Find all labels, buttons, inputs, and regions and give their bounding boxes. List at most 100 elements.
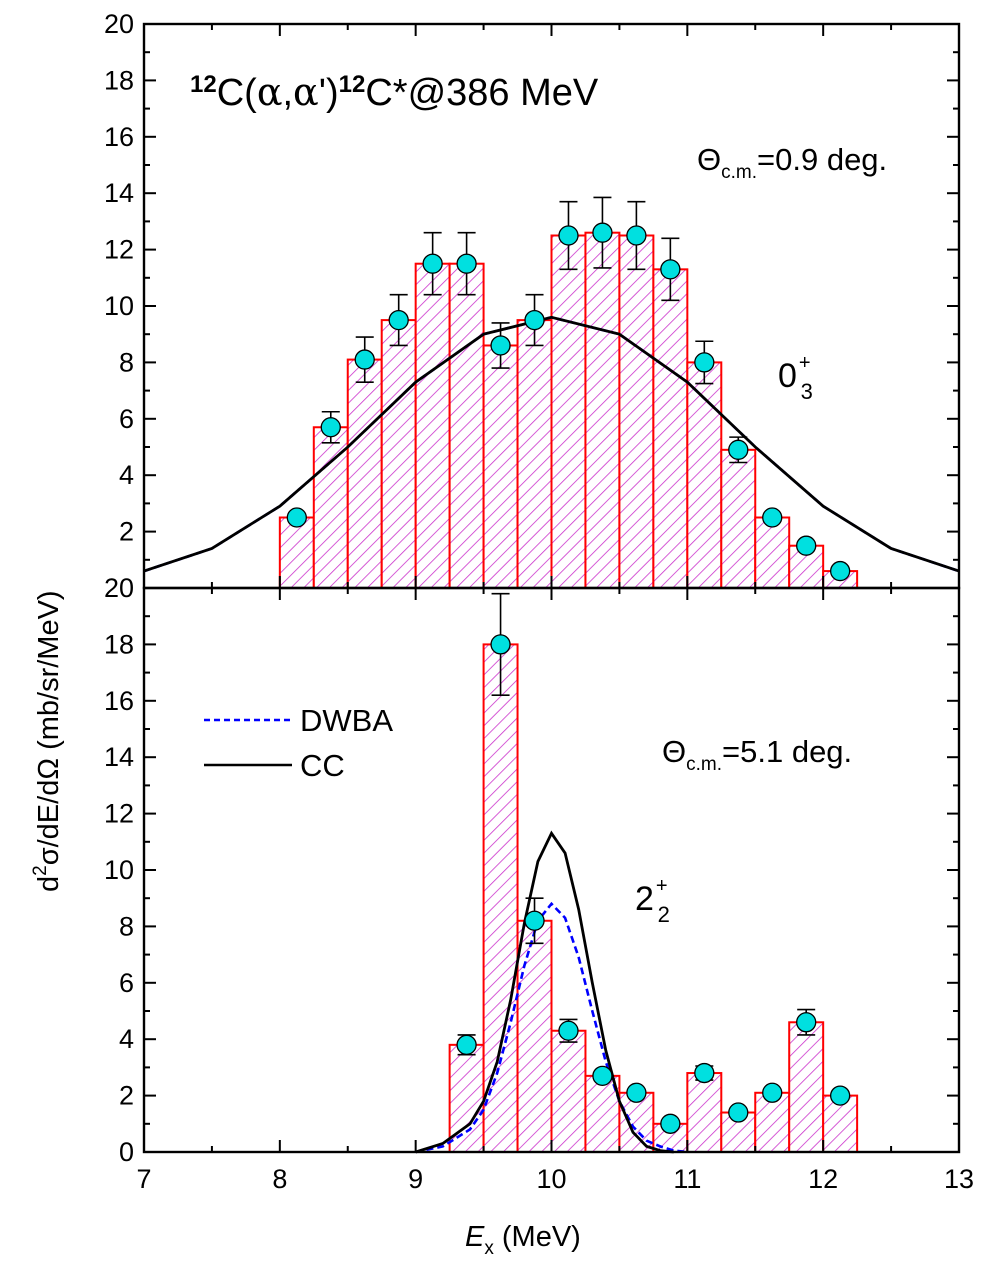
xtick-label: 13 xyxy=(944,1164,974,1194)
top-data-point xyxy=(490,335,511,356)
bottom-data-point xyxy=(660,1113,681,1134)
bottom-data-point xyxy=(728,1102,749,1123)
top-data-point xyxy=(694,352,715,373)
bottom-ytick-label: 12 xyxy=(104,799,134,829)
top-ytick-label: 16 xyxy=(104,122,134,152)
top-bar xyxy=(414,262,451,589)
top-ytick-label: 4 xyxy=(119,460,134,490)
panel-bottom: 0 2 4 6 8 10 12 14 16 18 20 7 8 9 10 11 12 13 Θc.m.=5.1 d… xyxy=(104,573,974,1194)
xtick-label: 9 xyxy=(408,1164,423,1194)
top-bar xyxy=(482,344,519,590)
top-data-point xyxy=(762,507,783,528)
top-curve-cc xyxy=(143,315,960,573)
legend: DWBA CC xyxy=(204,703,393,783)
top-bar xyxy=(312,426,349,590)
top-data-point xyxy=(829,560,851,582)
top-bars xyxy=(278,231,859,590)
top-bar xyxy=(550,234,587,589)
bottom-ytick-label: 6 xyxy=(119,968,134,998)
bottom-ytick-label: 4 xyxy=(119,1024,134,1054)
bottom-state-label: 2 +2 xyxy=(635,875,670,927)
top-data-point xyxy=(558,225,579,246)
top-data-point xyxy=(456,253,477,274)
top-data-point xyxy=(422,253,443,274)
top-bar xyxy=(516,319,553,589)
top-data-point xyxy=(660,259,681,280)
panel-top: 2 4 6 8 10 12 14 16 18 20 12C(α,α')12C*@386 MeV Θ… xyxy=(104,9,961,590)
bottom-bar xyxy=(686,1072,723,1154)
top-data-point xyxy=(286,507,307,528)
xtick-label: 10 xyxy=(536,1164,566,1194)
top-points xyxy=(286,196,851,582)
bottom-curves xyxy=(415,830,688,1154)
top-ytick-label: 6 xyxy=(119,404,134,434)
top-bar xyxy=(584,231,621,589)
bottom-bar xyxy=(482,643,519,1154)
top-bar xyxy=(754,516,791,589)
top-bar xyxy=(686,361,723,589)
top-data-point xyxy=(320,417,341,438)
bottom-ytick-label: 14 xyxy=(104,742,134,772)
y-axis-title: d2σ/dE/dΩ (mb/sr/MeV) xyxy=(30,590,65,892)
bottom-angle-label: Θc.m.=5.1 deg. xyxy=(662,734,852,775)
top-ytick-label: 18 xyxy=(104,65,134,95)
bottom-ytick-label: 16 xyxy=(104,686,134,716)
xtick-label: 11 xyxy=(673,1164,701,1194)
top-bar xyxy=(380,319,417,589)
bottom-ytick-label: 18 xyxy=(104,629,134,659)
bottom-data-point xyxy=(490,634,511,655)
xtick-label: 12 xyxy=(808,1164,838,1194)
top-curves xyxy=(143,315,960,573)
bottom-ytick-label: 0 xyxy=(119,1137,134,1167)
top-ytick-label: 12 xyxy=(104,235,134,265)
xtick-label: 7 xyxy=(136,1164,151,1194)
top-data-point xyxy=(354,349,375,370)
top-ytick-label: 8 xyxy=(119,347,134,377)
reaction-title: 12C(α,α')12C*@386 MeV xyxy=(190,70,599,114)
bottom-bar xyxy=(788,1021,825,1154)
top-data-point xyxy=(626,225,647,246)
bottom-bar xyxy=(516,919,553,1154)
top-ytick-label: 14 xyxy=(104,178,134,208)
x-axis-title: Ex (MeV) xyxy=(465,1221,581,1259)
bottom-curve-dwba xyxy=(415,901,688,1154)
bottom-data-point xyxy=(524,910,545,931)
top-data-point xyxy=(796,535,817,556)
top-bar xyxy=(346,358,383,589)
bottom-ytick-label: 8 xyxy=(119,911,134,941)
bottom-ytick-label: 10 xyxy=(104,855,134,885)
bottom-data-point xyxy=(796,1012,817,1033)
top-data-point xyxy=(728,439,749,460)
bottom-data-point xyxy=(762,1082,783,1103)
bottom-ytick-label: 2 xyxy=(119,1081,134,1111)
top-bar xyxy=(652,268,689,589)
top-data-point xyxy=(524,309,545,331)
bottom-data-point xyxy=(829,1085,851,1106)
top-ytick-label: 2 xyxy=(119,517,134,547)
bottom-data-point xyxy=(558,1020,579,1041)
top-data-point xyxy=(592,222,613,243)
bottom-ytick-label: 20 xyxy=(104,573,134,603)
bottom-curve-cc xyxy=(415,830,674,1154)
bottom-ticks: 0 2 4 6 8 10 12 14 16 18 20 7 8 9 10 11 12 13 xyxy=(104,573,974,1194)
top-state-label: 0 +3 xyxy=(778,352,813,404)
top-ytick-label: 20 xyxy=(104,9,134,39)
top-bar xyxy=(618,234,655,589)
top-angle-label: Θc.m.=0.9 deg. xyxy=(697,142,887,183)
bottom-bar xyxy=(550,1029,587,1153)
xtick-label: 8 xyxy=(272,1164,287,1194)
top-bar xyxy=(720,448,757,589)
legend-cc-label: CC xyxy=(300,748,345,783)
bottom-data-point xyxy=(456,1034,477,1055)
top-ticks: 2 4 6 8 10 12 14 16 18 20 xyxy=(104,9,960,589)
bottom-data-point xyxy=(592,1065,613,1087)
bottom-data-point xyxy=(626,1082,647,1103)
bottom-points xyxy=(456,592,851,1134)
bottom-data-point xyxy=(694,1062,715,1084)
legend-dwba-label: DWBA xyxy=(300,703,393,738)
top-ytick-label: 10 xyxy=(104,291,134,321)
top-bar xyxy=(448,262,485,589)
top-bar xyxy=(278,516,315,589)
top-data-point xyxy=(388,309,409,331)
